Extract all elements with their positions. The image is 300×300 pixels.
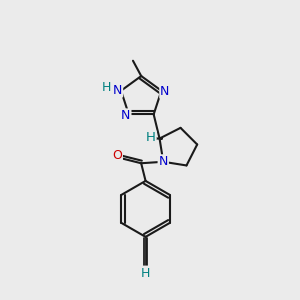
Text: N: N [159, 155, 168, 168]
Text: N: N [113, 84, 122, 97]
Text: N: N [160, 85, 170, 98]
Text: H: H [141, 267, 150, 280]
Text: N: N [121, 110, 130, 122]
Text: H: H [102, 81, 112, 94]
Text: H: H [146, 131, 156, 144]
Text: O: O [112, 148, 122, 161]
